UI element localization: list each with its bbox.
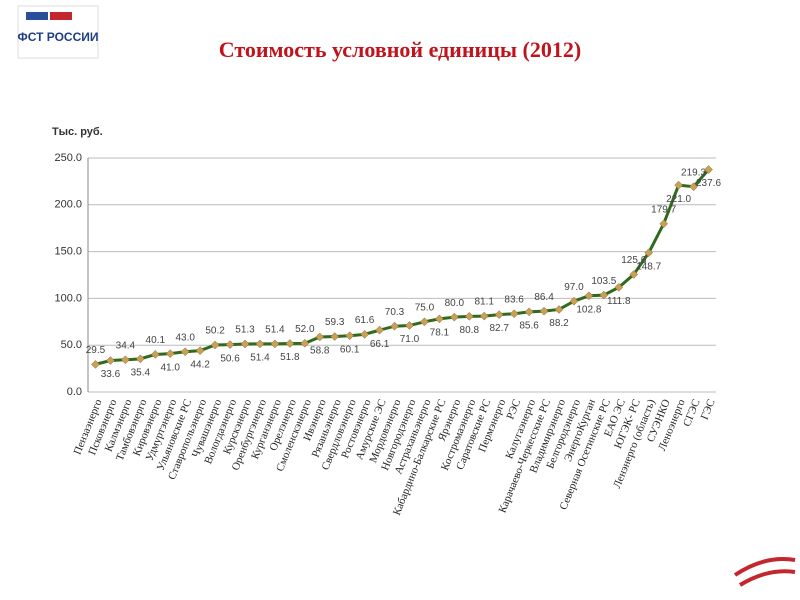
y-tick-label: 50.0 [61, 339, 82, 351]
marker [449, 312, 459, 322]
data-label: 40.1 [146, 335, 166, 346]
marker [210, 340, 220, 350]
marker [420, 317, 429, 327]
data-label: 71.0 [400, 334, 420, 345]
marker [240, 339, 250, 349]
data-label: 70.3 [385, 307, 405, 318]
data-label: 102.8 [576, 304, 601, 315]
marker [106, 356, 115, 365]
data-label: 44.2 [190, 359, 210, 370]
marker [584, 291, 594, 301]
y-tick-label: 250.0 [54, 152, 82, 164]
data-label: 86.4 [534, 292, 554, 303]
marker [494, 310, 504, 319]
marker [435, 314, 444, 324]
marker [464, 312, 474, 321]
marker [91, 360, 100, 369]
marker [300, 338, 310, 348]
data-label: 80.0 [445, 298, 465, 309]
data-label: 59.3 [325, 317, 345, 328]
data-label: 81.1 [475, 297, 495, 308]
marker [330, 332, 340, 341]
marker [360, 329, 369, 339]
data-label: 41.0 [161, 362, 181, 373]
data-label: 50.2 [205, 326, 225, 337]
data-label: 78.1 [430, 328, 450, 339]
marker [659, 219, 669, 229]
data-label: 34.4 [116, 340, 136, 351]
data-label: 33.6 [101, 369, 121, 380]
marker [629, 270, 639, 279]
data-label: 82.7 [489, 323, 509, 334]
marker [135, 354, 145, 364]
data-label: 51.3 [235, 325, 255, 336]
logo-text: ФСТ РОССИИ [17, 30, 98, 44]
y-tick-label: 150.0 [54, 246, 82, 258]
data-label: 221.0 [666, 194, 691, 205]
marker [569, 296, 579, 306]
data-label: 51.4 [250, 353, 270, 364]
marker [285, 339, 295, 348]
data-label: 51.4 [265, 325, 285, 336]
data-label: 29.5 [86, 345, 106, 356]
data-label: 179.7 [651, 204, 676, 215]
marker [509, 309, 519, 319]
marker [689, 182, 698, 192]
marker [614, 283, 624, 292]
data-label: 61.6 [355, 315, 375, 326]
chart-title: Стоимость условной единицы (2012) [219, 37, 581, 62]
x-tick-label: ГЭС [699, 398, 718, 422]
marker [524, 307, 534, 317]
marker [150, 350, 160, 359]
marker [539, 306, 549, 316]
data-label: 103.5 [591, 276, 616, 287]
marker [345, 331, 355, 341]
marker [121, 355, 130, 365]
marker [390, 321, 399, 331]
marker [599, 290, 609, 300]
marker [165, 349, 175, 358]
marker [195, 346, 205, 355]
marker [270, 339, 280, 349]
logo-stripe [26, 12, 48, 20]
marker [479, 311, 489, 321]
data-label: 52.0 [295, 324, 315, 335]
marker [674, 180, 683, 190]
data-label: 66.1 [370, 339, 390, 350]
data-label: 88.2 [549, 318, 569, 329]
data-label: 219.3 [681, 167, 706, 178]
marker [375, 325, 384, 335]
marker [644, 248, 654, 258]
marker [704, 165, 713, 174]
marker [180, 347, 190, 357]
y-tick-label: 200.0 [54, 199, 82, 211]
data-label: 51.8 [280, 352, 300, 363]
data-label: 237.6 [696, 178, 721, 189]
decor [733, 557, 796, 587]
data-label: 83.6 [504, 294, 524, 305]
data-label: 111.8 [607, 296, 631, 307]
logo-stripe [50, 12, 72, 20]
data-label: 43.0 [175, 332, 195, 343]
data-label: 75.0 [415, 302, 435, 313]
y-tick-label: 0.0 [67, 386, 82, 398]
marker [405, 321, 414, 330]
data-label: 97.0 [564, 282, 584, 293]
data-label: 60.1 [340, 344, 360, 355]
data-label: 35.4 [131, 368, 151, 379]
y-axis-label: Тыс. руб. [52, 126, 103, 138]
data-label: 85.6 [519, 321, 539, 332]
marker [554, 305, 564, 314]
data-label: 80.8 [460, 325, 480, 336]
marker [225, 340, 235, 349]
data-label: 148.7 [636, 261, 661, 272]
marker [315, 332, 325, 342]
data-label: 50.6 [220, 353, 240, 364]
y-tick-label: 100.0 [54, 292, 82, 304]
data-label: 125.6 [621, 255, 646, 266]
marker [255, 339, 265, 349]
data-label: 58.8 [310, 346, 330, 357]
